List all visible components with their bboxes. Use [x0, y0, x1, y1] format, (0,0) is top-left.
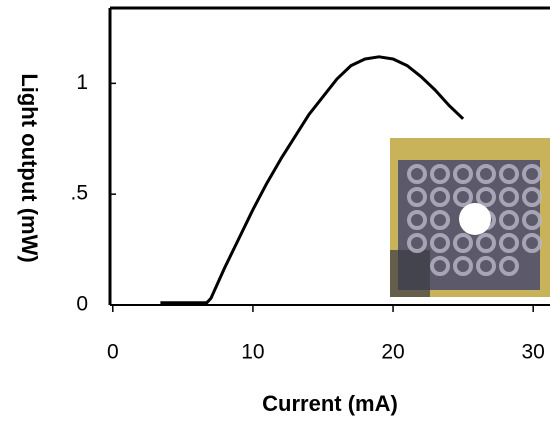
y-tick-label: 1 [76, 71, 88, 94]
y-tick-label: .5 [70, 182, 88, 205]
x-tick-label: 10 [241, 341, 264, 364]
x-tick-label: 20 [381, 341, 404, 364]
x-axis-label: Current (mA) [262, 391, 398, 416]
inset-photo [390, 138, 550, 297]
line-series [160, 55, 465, 305]
y-axis-label: Light output (mW) [17, 73, 42, 262]
x-tick-label: 0 [107, 341, 119, 364]
y-tick-label: 0 [76, 293, 88, 316]
x-tick-label: 30 [522, 341, 545, 364]
